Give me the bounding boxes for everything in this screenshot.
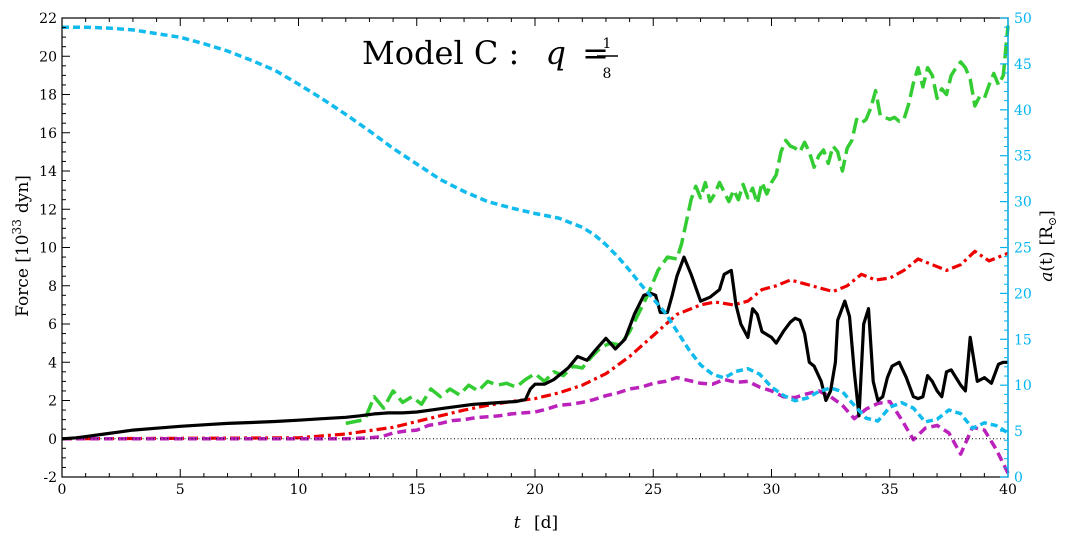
x-axis-title: t [d] — [514, 513, 558, 533]
x-tick-label: 0 — [58, 482, 67, 498]
y2-axis-title: a(t)[R⊙] — [1037, 210, 1059, 282]
y-tick-label: 0 — [48, 432, 57, 448]
chart-title: Model C : q = — [362, 34, 609, 72]
y2-tick-label: 45 — [1014, 57, 1032, 73]
y-tick-label: 6 — [48, 317, 57, 333]
series-red-dashdot — [61, 249, 1009, 441]
y-axis-title-group: Force [1033dyn] — [10, 175, 33, 317]
y-axis-title: Force [1033dyn] — [10, 175, 33, 317]
x-tick-label: 40 — [999, 482, 1017, 498]
series-green-dashed — [345, 25, 1010, 426]
ticks-layer: 0 5 10 15 20 25 30 35 40-20246810121416182022051… — [39, 11, 1032, 498]
y2-tick-label: 50 — [1014, 11, 1032, 27]
y2-tick-label: 20 — [1014, 286, 1032, 302]
series-magenta-dashed — [62, 375, 1010, 474]
y-tick-label: 4 — [48, 355, 57, 371]
y-tick-label: 16 — [39, 126, 57, 142]
y2-tick-label: 15 — [1014, 332, 1032, 348]
x-tick-label: 5 — [176, 482, 185, 498]
y2-tick-label: 30 — [1014, 195, 1032, 211]
y-tick-label: 12 — [39, 202, 57, 218]
y2-tick-label: 0 — [1014, 470, 1023, 486]
x-tick-label: 35 — [881, 482, 899, 498]
series-cyan-dashed — [62, 25, 1009, 435]
y2-tick-label: 35 — [1014, 149, 1032, 165]
y-tick-label: 22 — [39, 11, 57, 27]
x-tick-label: 15 — [408, 482, 426, 498]
y2-tick-label: 25 — [1014, 241, 1032, 257]
x-tick-label: 25 — [644, 482, 662, 498]
y-tick-label: 14 — [39, 164, 57, 180]
y2-tick-label: 10 — [1014, 378, 1032, 394]
x-tick-label: 10 — [290, 482, 308, 498]
y-tick-label: 20 — [39, 49, 57, 65]
y-tick-label: -2 — [43, 470, 57, 486]
x-tick-label: 30 — [763, 482, 781, 498]
title-fraction-numerator: 1 — [603, 36, 612, 52]
y-tick-label: 10 — [39, 241, 57, 257]
y-tick-label: 8 — [48, 279, 57, 295]
series-layer — [61, 25, 1010, 474]
x-tick-label: 20 — [526, 482, 544, 498]
y2-tick-label: 40 — [1014, 103, 1032, 119]
y2-axis-title-group: a(t)[R⊙] — [1037, 210, 1059, 282]
title-fraction-denominator: 8 — [603, 66, 612, 82]
series-black-solid — [61, 255, 1008, 441]
y2-tick-label: 5 — [1014, 424, 1023, 440]
y-tick-label: 2 — [48, 394, 57, 410]
y-tick-label: 18 — [39, 88, 57, 104]
